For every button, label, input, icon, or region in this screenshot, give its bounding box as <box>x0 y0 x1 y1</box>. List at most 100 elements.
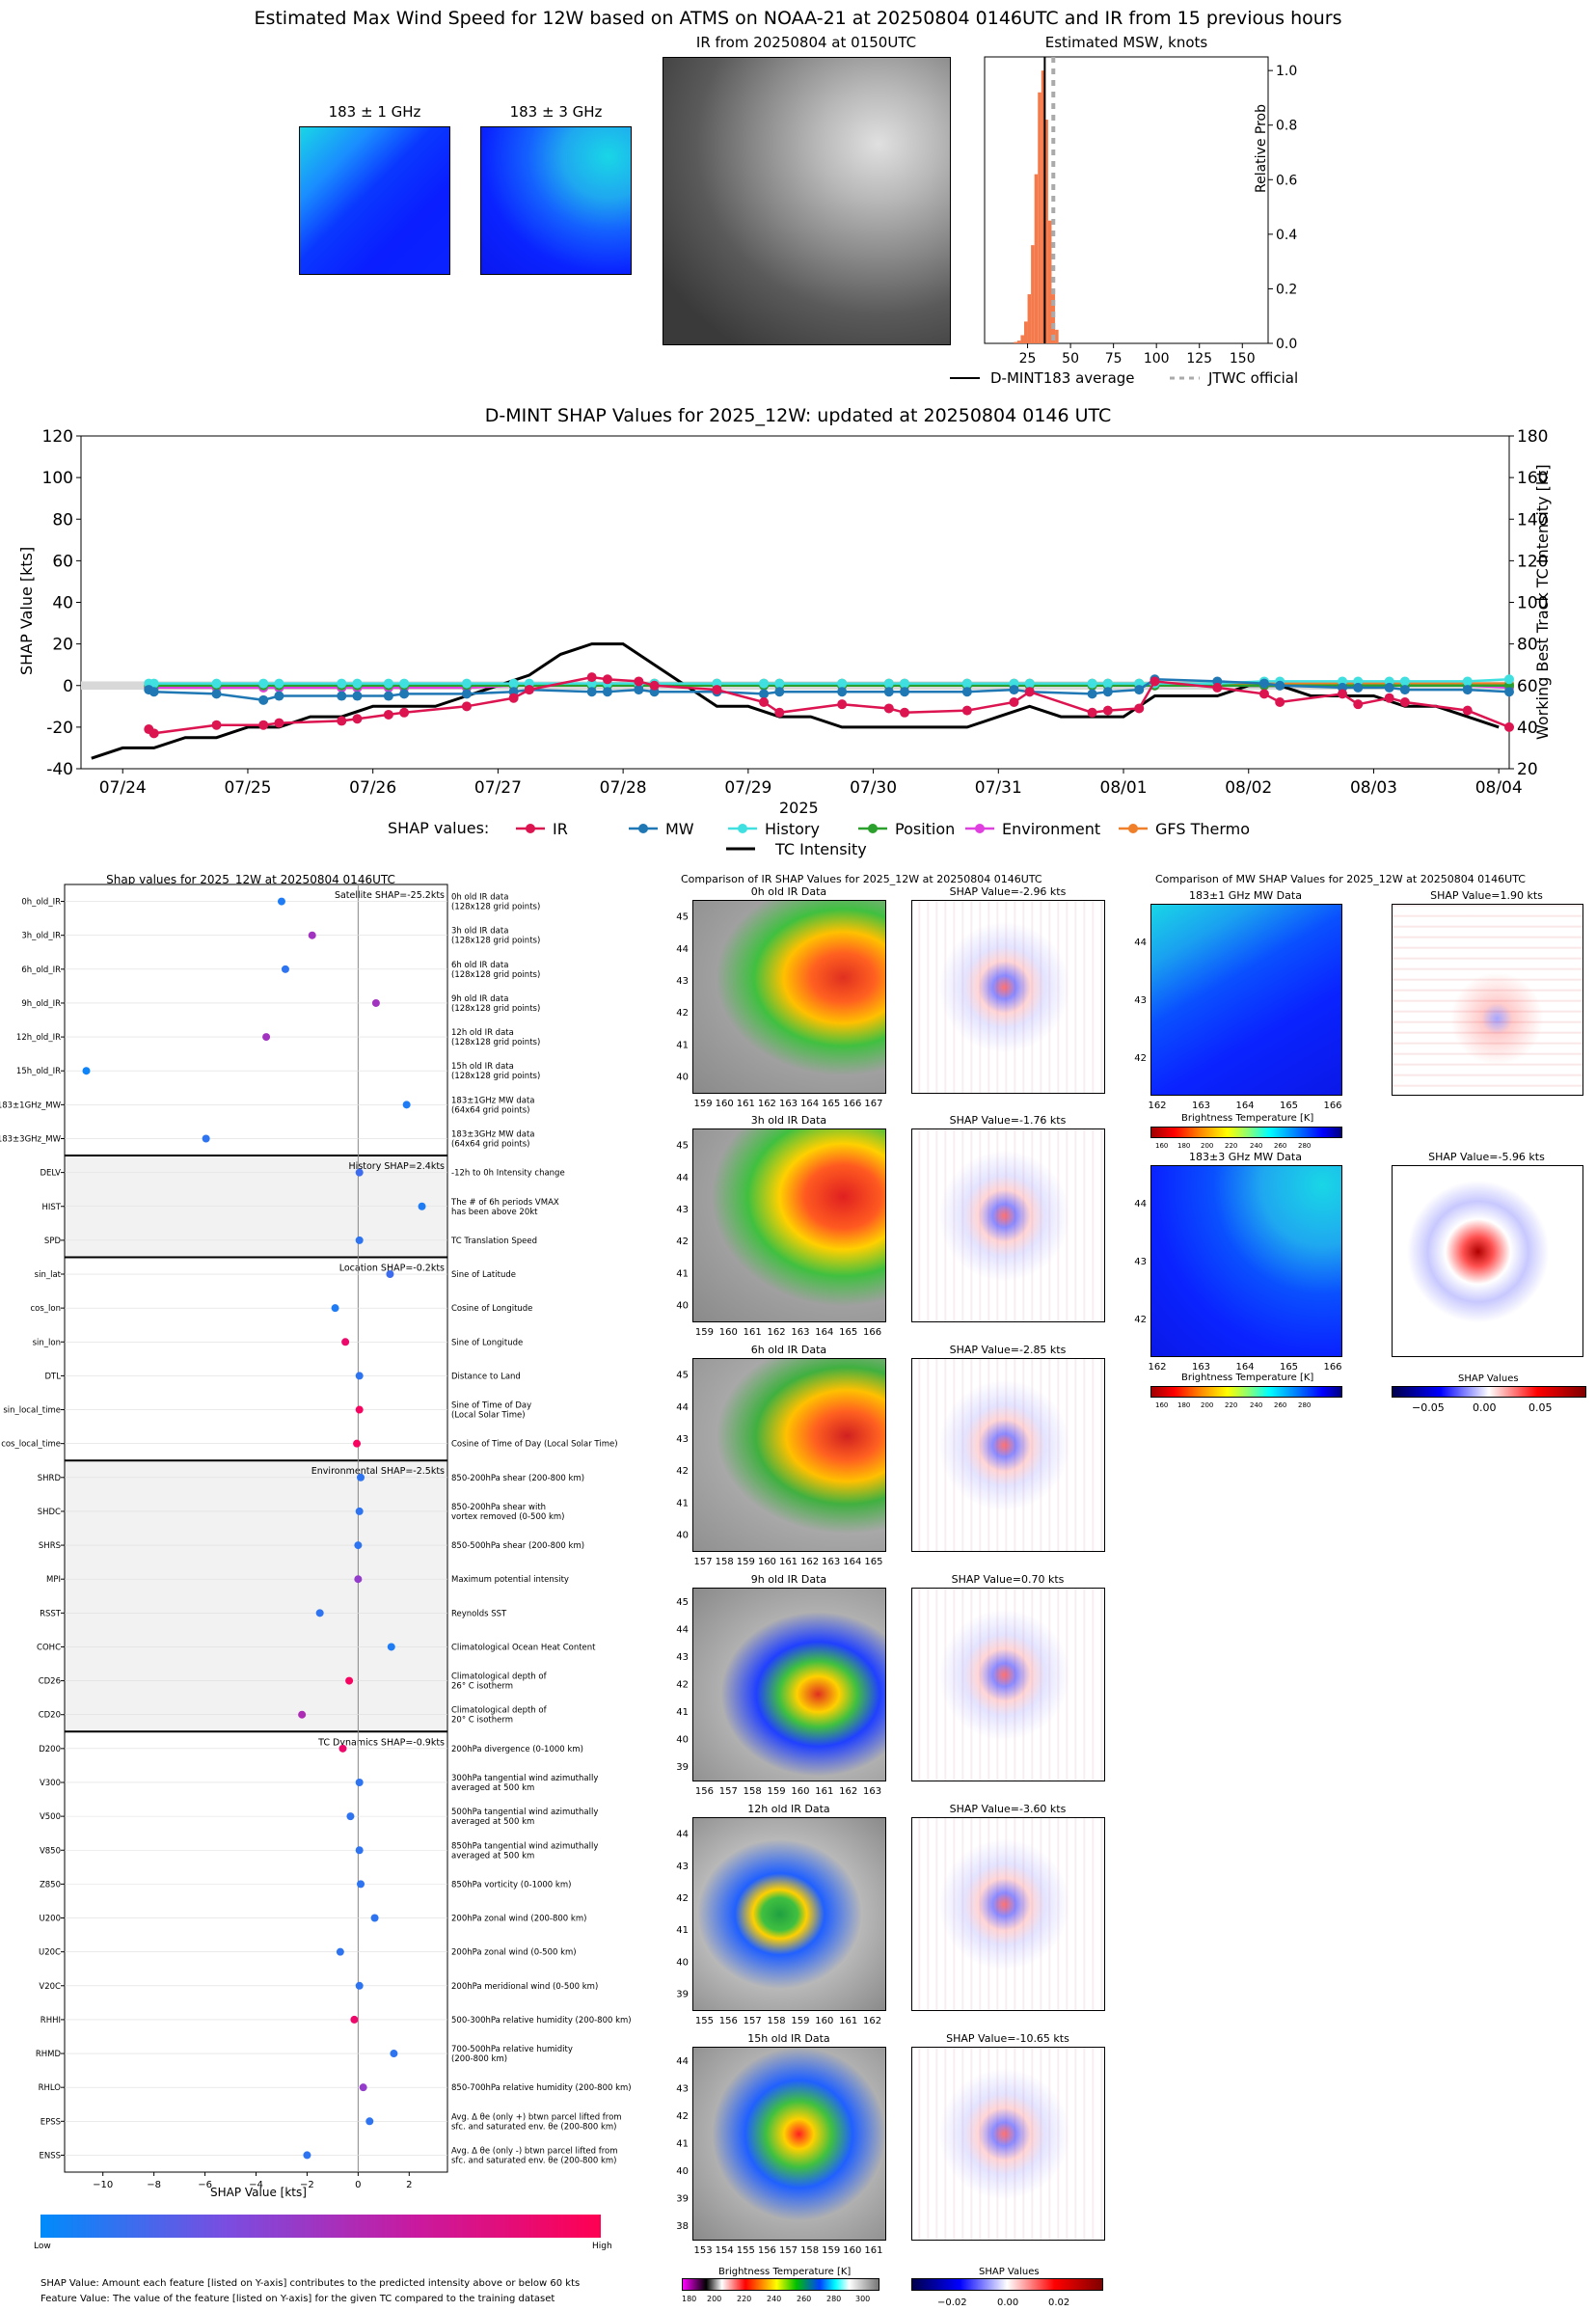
feature-label: RHLO <box>39 2083 62 2093</box>
ts-frame <box>80 435 1510 770</box>
top-title: Estimated Max Wind Speed for 12W based o… <box>254 8 1342 29</box>
hist-ytick-label: 0.0 <box>1276 337 1297 352</box>
legend-jtwc: JTWC official <box>1208 369 1299 387</box>
ir-point <box>1275 697 1285 707</box>
ir-ytick-label: 41 <box>676 1925 689 1936</box>
feature-label: cos_local_time <box>1 1440 61 1450</box>
feature-point <box>355 1981 364 1990</box>
feature-description: 500hPa tangential wind azimuthally <box>451 1808 598 1817</box>
mw-point <box>883 687 894 697</box>
feature-description: Maximum potential intensity <box>451 1575 569 1585</box>
feature-description: (200-800 km) <box>451 2054 507 2064</box>
ir-xtick-label: 161 <box>864 2245 882 2256</box>
mw-point <box>1384 682 1394 693</box>
svg-text:220: 220 <box>1225 1401 1237 1409</box>
hist-title: Estimated MSW, knots <box>1044 34 1208 51</box>
legend-gfs-thermo-label: GFS Thermo <box>1155 820 1250 838</box>
ir-point <box>712 685 722 695</box>
ir-point <box>352 714 363 724</box>
ir-point <box>774 707 785 718</box>
ir-ytick-label: 39 <box>676 1989 689 1999</box>
feature-description: Climatological depth of <box>451 1706 548 1716</box>
ir-ytick-label: 42 <box>676 1237 689 1247</box>
feature-point <box>277 897 285 906</box>
ts-ytick-label: 80 <box>52 510 73 530</box>
mw-bt-label-1: Brightness Temperature [K] <box>1181 1113 1314 1124</box>
ts-ytick-label: -40 <box>46 760 73 779</box>
feature-point <box>354 1541 363 1550</box>
ts-xtick-label: 07/25 <box>224 778 271 798</box>
mw-point <box>774 687 785 697</box>
ir-point <box>837 699 848 710</box>
hist-bar <box>1038 92 1041 344</box>
mw-point <box>352 691 363 701</box>
feature-description: 850-200hPa shear (200-800 km) <box>451 1474 584 1483</box>
mw-point <box>1399 685 1410 695</box>
history-point <box>1102 678 1113 689</box>
ir-ytick-label: 42 <box>676 1680 689 1691</box>
ir-ytick-label: 41 <box>676 1498 689 1509</box>
ir-xtick-label: 159 <box>791 2016 809 2026</box>
ir-point <box>274 718 284 728</box>
feature-point <box>345 1676 354 1685</box>
ir-shap-image <box>911 900 1105 1094</box>
ts-title: D-MINT SHAP Values for 2025_12W: updated… <box>484 405 1112 426</box>
ir-xtick-label: 161 <box>839 2016 857 2026</box>
ir-ytick-label: 44 <box>676 2056 689 2067</box>
svg-text:200: 200 <box>1201 1401 1213 1409</box>
ts-ytick-label: 120 <box>42 427 73 447</box>
ir-xtick-label: 167 <box>864 1099 882 1109</box>
ir-title: IR from 20250804 at 0150UTC <box>695 34 917 51</box>
ir-xtick-label: 163 <box>822 1557 840 1567</box>
feature-label: RSST <box>40 1609 62 1618</box>
svg-text:200: 200 <box>707 2295 721 2303</box>
feature-description: Avg. Δ θe (only +) btwn parcel lifted fr… <box>451 2112 622 2122</box>
ir-xtick-label: 162 <box>800 1557 819 1567</box>
legend-environment-label: Environment <box>1002 820 1100 838</box>
feature-point <box>355 1846 364 1855</box>
ir-xtick-label: 163 <box>779 1099 798 1109</box>
legend-ir-marker <box>526 824 535 833</box>
ir-ytick-label: 44 <box>676 944 689 955</box>
mw-point <box>1504 687 1514 697</box>
mw-shap-image <box>1392 1165 1583 1357</box>
ir-shap-title: SHAP Value=-1.76 kts <box>949 1114 1067 1127</box>
mw-ytick-label: 44 <box>1134 1199 1147 1210</box>
ir-xtick-label: 166 <box>863 1327 881 1338</box>
ts-ytick-label: 20 <box>52 636 73 655</box>
ir-ytick-label: 42 <box>676 1008 689 1019</box>
ir-ytick-label: 40 <box>676 1530 689 1540</box>
ir-point <box>461 701 472 712</box>
top-legend <box>950 376 1200 380</box>
history-point <box>1462 676 1473 687</box>
ir-xtick-label: 160 <box>719 1327 738 1338</box>
ts-ytick-right-label: 140 <box>1517 510 1548 530</box>
ir-shap-label: SHAP Values <box>979 2267 1040 2277</box>
mw-point <box>634 685 644 695</box>
feature-point <box>336 1947 344 1956</box>
svg-text:300: 300 <box>855 2295 870 2303</box>
svg-text:220: 220 <box>737 2295 751 2303</box>
mw-data-title: 183±3 GHz MW Data <box>1189 1151 1302 1163</box>
shap-feature-chart: Satellite SHAP=-25.2kts History SHAP=2.4k… <box>0 884 632 2190</box>
ir-ytick-label: 42 <box>676 2111 689 2122</box>
feature-label: 15h_old_IR <box>16 1067 61 1076</box>
ir-xtick-label: 161 <box>815 1786 833 1797</box>
feature-description: 700-500hPa relative humidity <box>451 2045 573 2054</box>
ir-xtick-label: 165 <box>822 1099 840 1109</box>
feature-point <box>308 931 316 939</box>
ts-legend-markers: IR MW History Position Environment GFS Thermo <box>516 820 1250 851</box>
ir-xtick-label: 156 <box>719 2016 738 2026</box>
ir-point <box>149 728 159 739</box>
mw-bt-colorbar-1 <box>1150 1127 1342 1138</box>
ir-shap-image <box>911 1128 1105 1322</box>
feature-description: (64x64 grid points) <box>451 1105 529 1115</box>
mw-ytick-label: 44 <box>1134 938 1147 948</box>
hist-ytick-label: 0.8 <box>1276 119 1297 134</box>
ts-xtick-label: 07/30 <box>850 778 897 798</box>
ir-shap-title: SHAP Value=-3.60 kts <box>949 1803 1067 1815</box>
feature-label: sin_local_time <box>3 1406 61 1416</box>
svg-text:200: 200 <box>1201 1142 1213 1150</box>
ir-xtick-label: 162 <box>758 1099 776 1109</box>
mw-data-image <box>1150 904 1342 1096</box>
